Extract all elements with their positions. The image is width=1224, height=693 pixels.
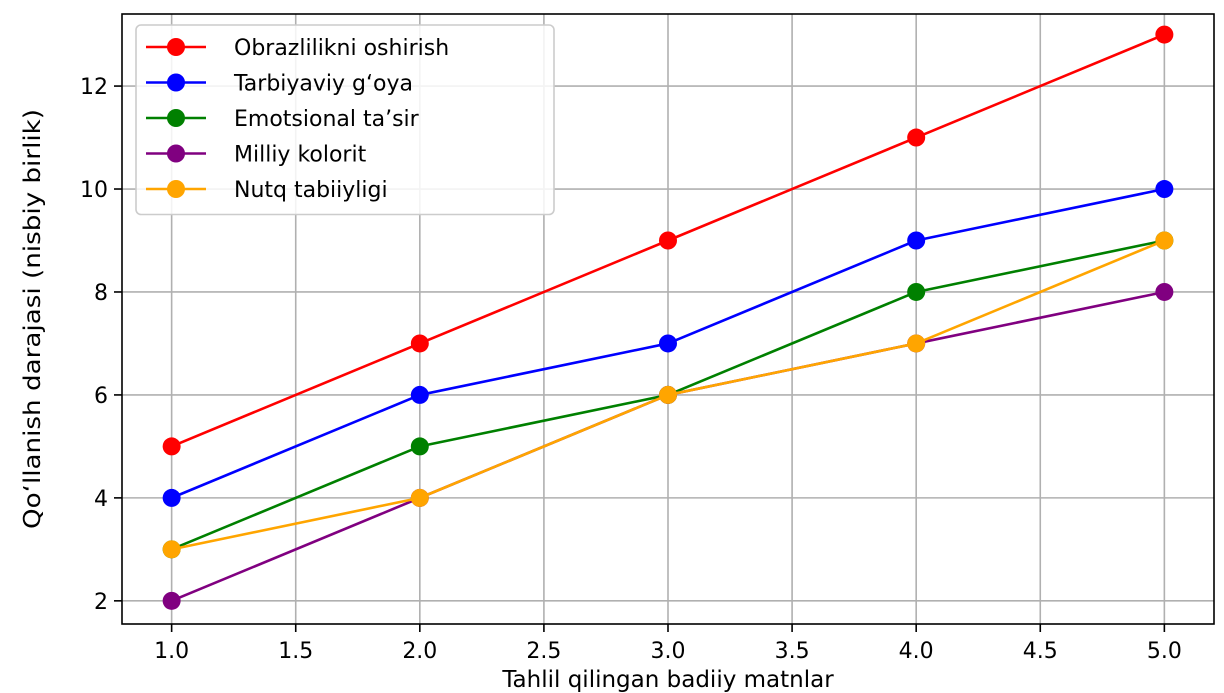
legend-item: Emotsional ta’sir (146, 107, 420, 132)
legend-item: Obrazlilikni oshirish (146, 36, 449, 61)
y-axis-label: Qo‘llanish darajasi (nisbiy birlik) (20, 109, 46, 529)
legend: Obrazlilikni oshirish Tarbiyaviy g‘oya Emo… (135, 24, 555, 216)
x-tick-label: 1.5 (278, 639, 313, 664)
x-tick-label: 1.0 (154, 639, 189, 664)
y-tick-label: 6 (94, 384, 108, 409)
legend-marker (167, 180, 185, 198)
data-point (162, 540, 181, 559)
y-tick-label: 4 (94, 487, 108, 512)
x-tick-label: 2.0 (402, 639, 437, 664)
legend-item: Tarbiyaviy g‘oya (146, 72, 413, 97)
data-point (410, 488, 429, 507)
legend-box (135, 24, 555, 216)
data-point (410, 437, 429, 456)
legend-label: Emotsional ta’sir (234, 107, 420, 132)
y-tick-label: 2 (94, 590, 108, 615)
legend-item: Milliy kolorit (146, 143, 367, 168)
x-tick-label: 3.0 (651, 639, 686, 664)
data-point (1155, 180, 1174, 199)
y-axis-ticks: 2 4 6 8 10 12 (80, 75, 122, 615)
y-tick-label: 8 (94, 281, 108, 306)
data-point (1155, 282, 1174, 301)
legend-label: Nutq tabiiyligi (234, 178, 388, 203)
legend-item: Nutq tabiiyligi (146, 178, 388, 203)
data-point (1155, 25, 1174, 44)
data-point (659, 334, 677, 353)
x-tick-label: 3.5 (775, 639, 810, 664)
data-point (907, 231, 926, 250)
legend-label: Tarbiyaviy g‘oya (233, 72, 413, 97)
legend-marker (167, 38, 185, 56)
x-tick-label: 4.5 (1023, 639, 1058, 664)
data-point (162, 437, 181, 456)
y-tick-label: 10 (80, 178, 108, 203)
data-point (162, 591, 181, 610)
data-point (907, 282, 926, 301)
legend-marker (167, 73, 185, 92)
x-tick-label: 5.0 (1147, 639, 1182, 664)
y-tick-label: 12 (80, 75, 108, 100)
data-point (410, 385, 429, 404)
grid-lines (122, 14, 1214, 624)
series-4 (162, 231, 1174, 559)
series-0 (162, 25, 1174, 456)
x-axis-label: Tahlil qilingan badiiy matnlar (501, 667, 834, 693)
data-point (659, 385, 677, 404)
data-point (1155, 231, 1174, 250)
data-point (907, 334, 926, 353)
data-point (162, 488, 181, 507)
series-1 (162, 180, 1174, 507)
series-lines (162, 25, 1174, 610)
legend-marker (167, 109, 185, 127)
legend-marker (167, 144, 185, 163)
data-point (907, 128, 926, 147)
data-point (659, 231, 677, 250)
x-tick-label: 2.5 (526, 639, 561, 664)
x-axis-ticks: 1.0 1.5 2.0 2.5 3.0 3.5 4.0 4.5 5.0 (154, 624, 1182, 664)
legend-label: Obrazlilikni oshirish (234, 36, 449, 61)
x-tick-label: 4.0 (899, 639, 934, 664)
legend-label: Milliy kolorit (234, 143, 367, 168)
data-point (410, 334, 429, 353)
